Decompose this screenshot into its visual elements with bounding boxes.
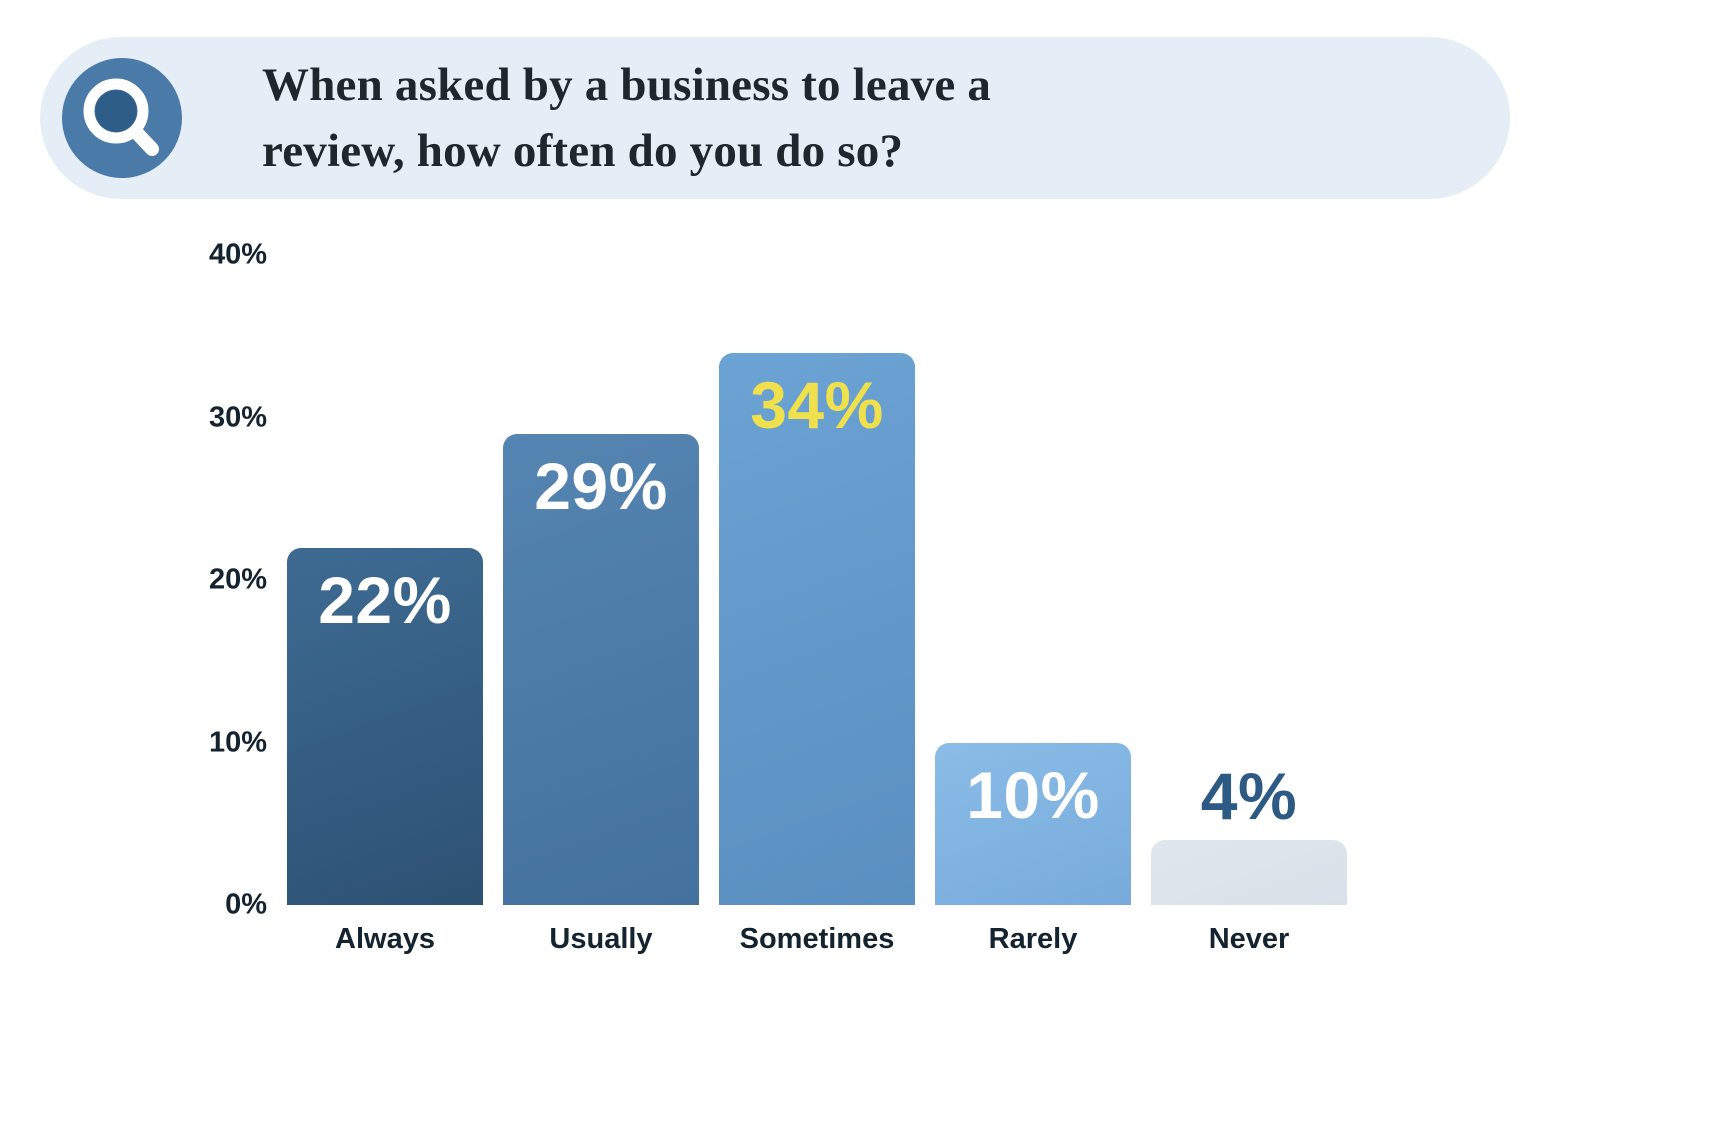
bar-value-label: 4%: [1200, 759, 1298, 833]
magnifier-handle: [129, 125, 159, 156]
bar-value-label: 22%: [318, 562, 452, 637]
question-pill: When asked by a business to leave a revi…: [40, 37, 1510, 199]
bar-value-label: 10%: [966, 757, 1100, 832]
y-tick-label: 20%: [208, 563, 267, 596]
bar-rarely: [935, 742, 1131, 905]
magnifier-lens: [95, 90, 137, 132]
bar-sometimes: [719, 352, 915, 905]
bar-never: [1151, 840, 1347, 905]
bar-value-label: 29%: [534, 448, 668, 523]
magnifier-ring: [83, 78, 149, 144]
category-label-always: Always: [335, 923, 435, 955]
y-tick-label: 40%: [208, 238, 267, 271]
category-label-never: Never: [1208, 923, 1290, 955]
y-tick-label: 30%: [208, 401, 267, 433]
category-label-sometimes: Sometimes: [739, 923, 895, 955]
bar-always: [287, 547, 483, 905]
y-tick-label: 0%: [225, 888, 267, 921]
y-tick-label: 10%: [208, 726, 267, 758]
magnifier-icon-svg: [62, 58, 182, 178]
question-line-2: review, how often do you do so?: [262, 125, 904, 177]
bar-chart: 0% 10% 20% 30% 40% 22% Always 29% Usually 34% Some…: [0, 200, 1717, 1145]
question-line-1: When asked by a business to leave a: [262, 59, 992, 111]
bar-usually: [503, 433, 699, 905]
category-label-rarely: Rarely: [988, 923, 1078, 955]
question-title: When asked by a business to leave a revi…: [262, 52, 991, 184]
magnifier-icon: [62, 58, 182, 178]
category-label-usually: Usually: [549, 923, 653, 955]
bar-value-label: 34%: [750, 367, 884, 442]
